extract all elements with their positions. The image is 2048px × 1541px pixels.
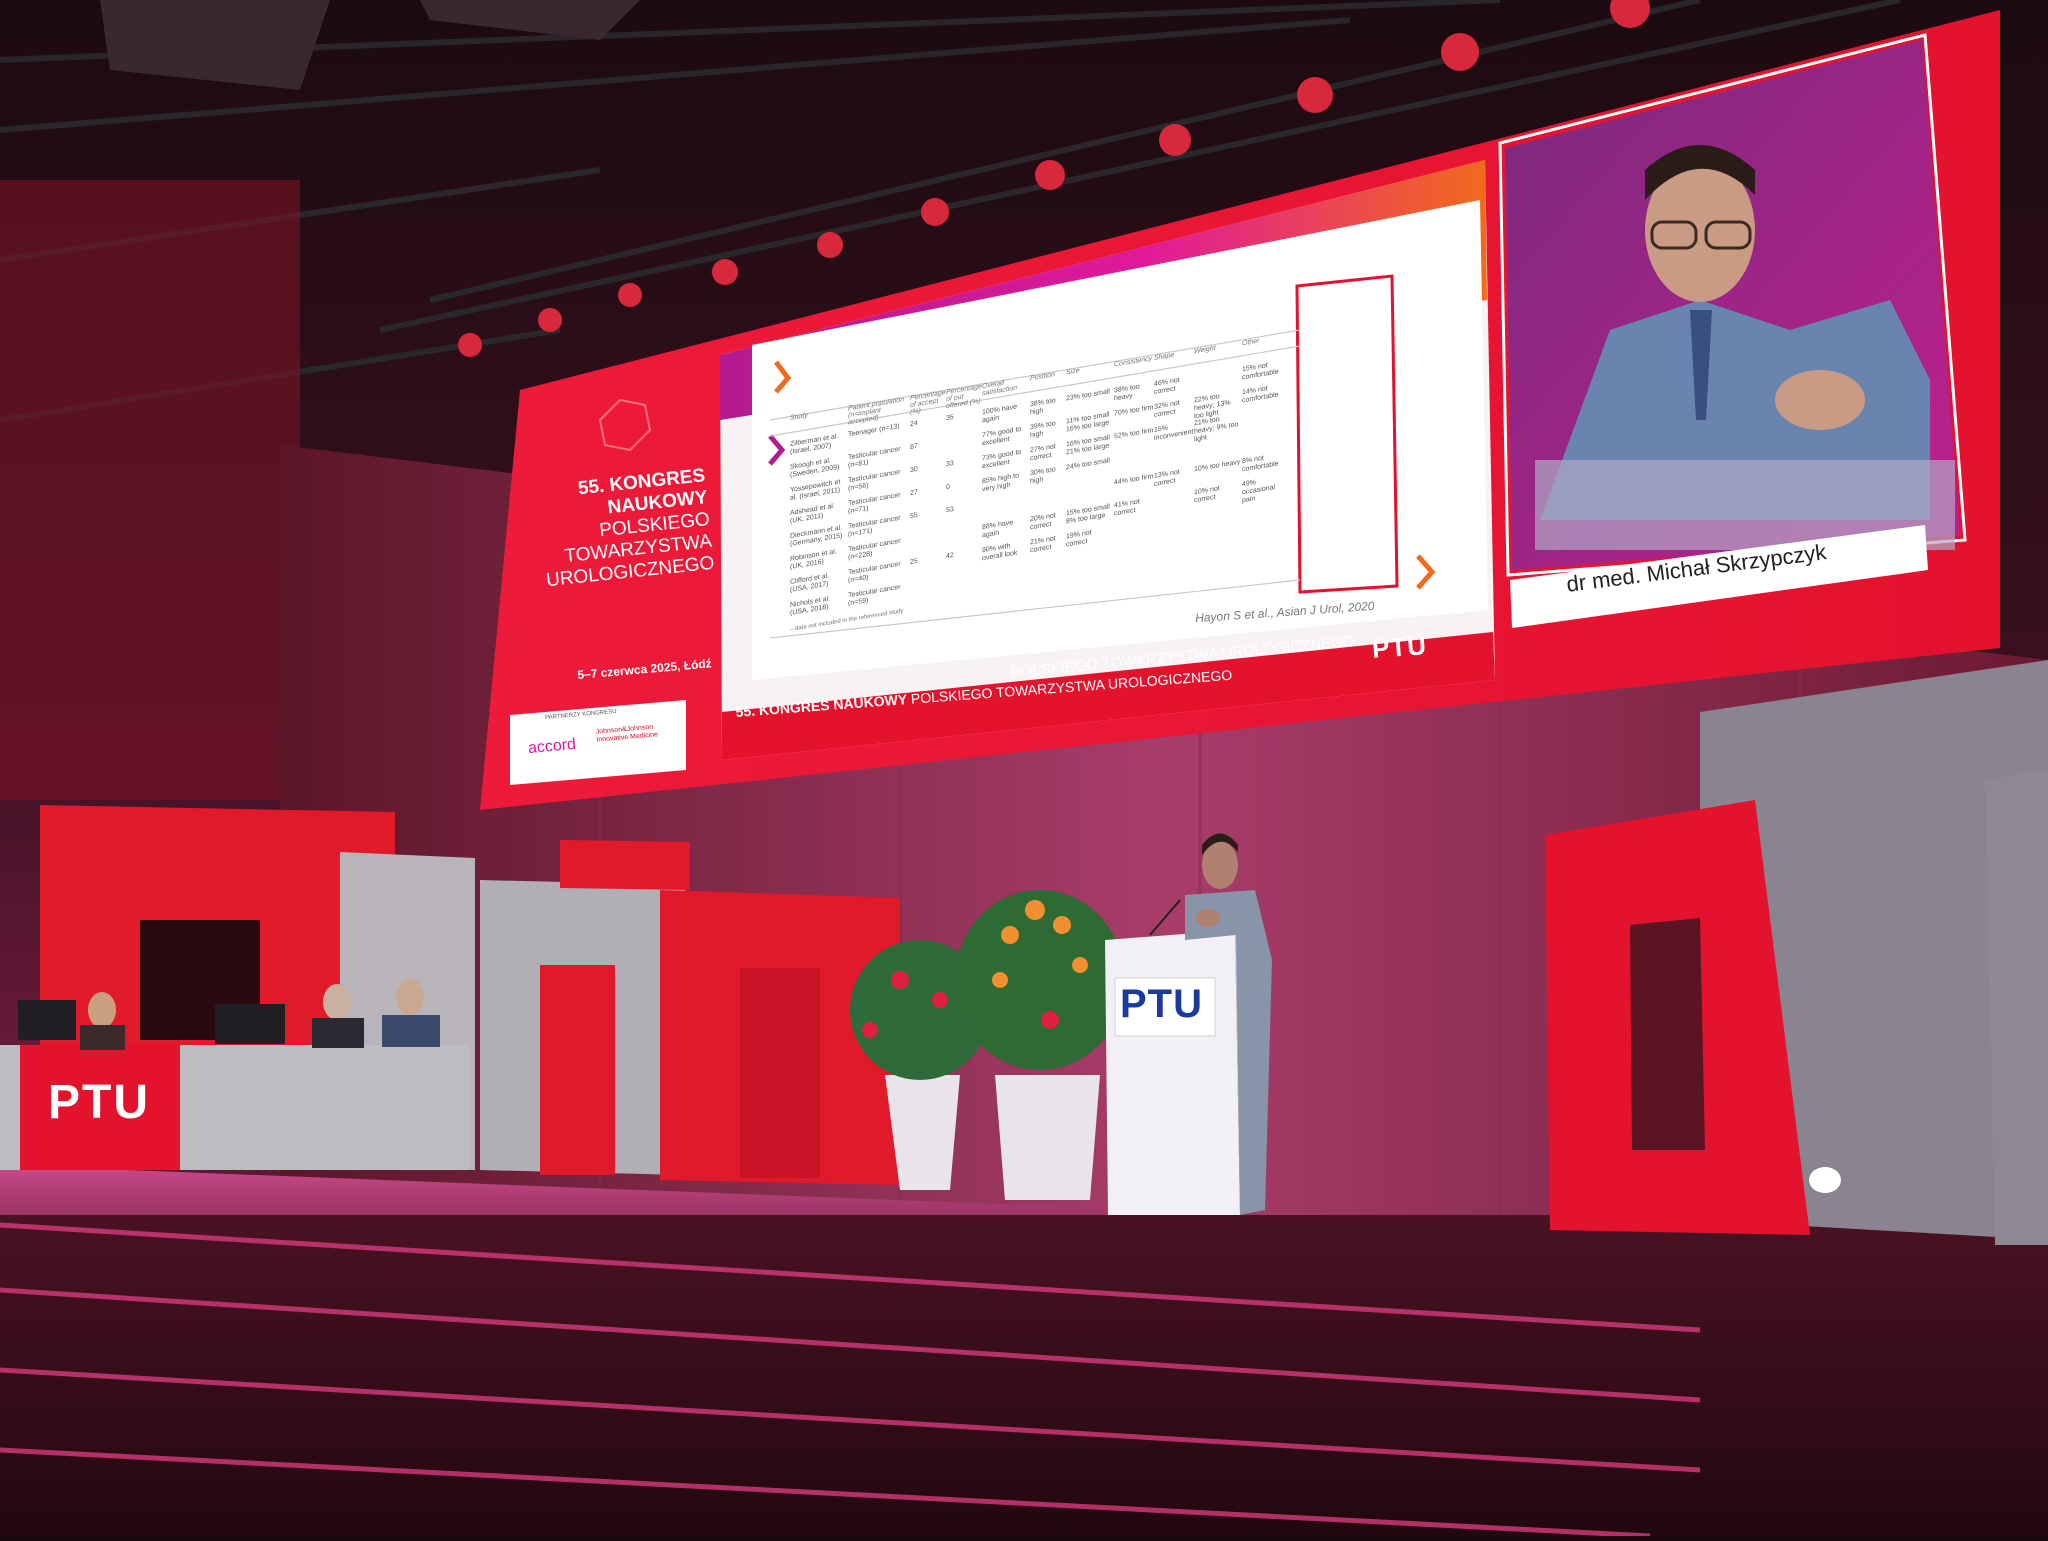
slide-footer-band [722,632,1495,760]
speaker-video [1535,145,1955,550]
speaker-name-plate [1510,525,1928,628]
chevron-right-icon-next [1416,554,1436,590]
floor-spotlight [1809,1167,1841,1193]
stage-lights [458,0,1650,357]
slide-table-area [752,200,1488,680]
other-column-highlight [1295,274,1399,594]
camera-feed [1498,33,1967,628]
podium [1105,833,1272,1215]
slide-ptu-logo: PTU [1370,630,1428,664]
congress-title-block: 55. KONGRES NAUKOWY POLSKIEGO TOWARZYSTW… [515,465,715,594]
table-cell-off [946,570,982,599]
slide-table-rules [769,329,1301,639]
table-cell-acc [910,576,946,605]
table-cell-pos [1030,556,1066,585]
chevron-right-icon [774,360,792,394]
partners-box [510,700,686,785]
panel-desk [0,979,470,1170]
step-edges [0,1222,1701,1539]
chevron-right-icon-purple [768,434,786,466]
podium-ptu-logo: PTU [1120,982,1203,1026]
hexagon-decoration [598,398,652,452]
stage-steps [0,1215,2048,1536]
set-blocks-right [1545,660,2048,1245]
desk-ptu-logo: PTU [48,1076,150,1129]
flower-arrangement [850,890,1125,1200]
ceiling-panels [100,0,640,90]
